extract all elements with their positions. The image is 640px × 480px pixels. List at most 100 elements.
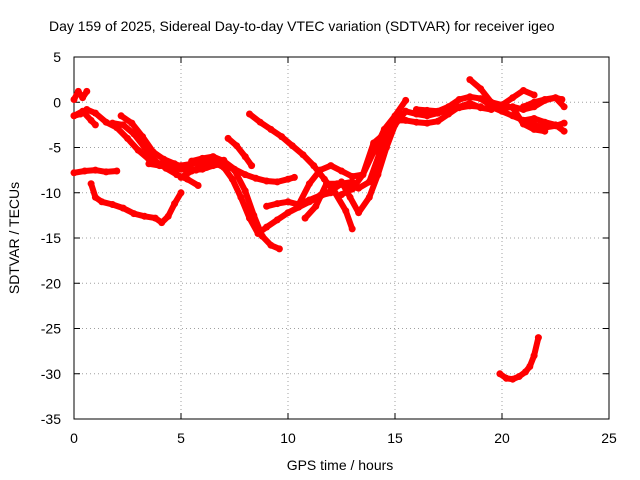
data-point	[237, 193, 245, 201]
data-point	[134, 146, 142, 154]
data-point	[445, 103, 452, 111]
data-point	[263, 177, 271, 185]
data-point	[530, 98, 538, 106]
data-point	[109, 119, 116, 127]
data-point	[487, 103, 495, 111]
data-point	[423, 106, 431, 114]
y-tick-label: -25	[41, 321, 61, 337]
data-point	[316, 166, 324, 174]
chart-title: Day 159 of 2025, Sidereal Day-to-day VTE…	[49, 18, 555, 34]
data-point	[220, 157, 228, 165]
data-point	[299, 151, 307, 159]
data-point	[130, 210, 138, 218]
data-point	[194, 182, 202, 189]
data-point	[295, 201, 303, 208]
data-point	[228, 175, 236, 183]
series-track-22	[519, 94, 568, 111]
data-point	[250, 211, 258, 219]
data-point	[312, 202, 320, 210]
data-point	[338, 178, 345, 186]
data-point	[117, 112, 125, 120]
data-point	[188, 157, 196, 165]
data-point	[198, 162, 206, 170]
data-point	[477, 95, 485, 103]
data-point	[534, 334, 542, 342]
data-point	[91, 109, 99, 117]
data-point	[305, 196, 313, 204]
data-point	[79, 107, 87, 115]
data-point	[284, 198, 292, 206]
data-point	[327, 162, 335, 170]
data-point	[284, 175, 292, 183]
data-point	[301, 214, 309, 222]
data-point	[541, 118, 549, 126]
data-point	[509, 94, 517, 102]
data-point	[70, 169, 78, 177]
x-tick-label: 0	[70, 430, 78, 446]
data-point	[423, 112, 431, 120]
data-point	[188, 167, 196, 175]
data-point	[455, 96, 463, 103]
data-point	[552, 94, 559, 102]
data-point	[177, 173, 185, 181]
data-point	[498, 107, 506, 115]
data-point	[530, 121, 538, 129]
series-track-8	[145, 160, 283, 253]
y-tick-label: 5	[53, 49, 61, 65]
data-point	[365, 178, 373, 186]
data-point	[348, 185, 356, 193]
data-point	[359, 171, 367, 179]
data-point	[246, 110, 253, 118]
data-point	[79, 94, 87, 102]
data-point	[526, 363, 534, 370]
series-track-4	[70, 166, 121, 177]
series-track-3	[70, 107, 99, 129]
data-point	[509, 103, 517, 111]
x-axis-label: GPS time / hours	[287, 457, 394, 473]
y-axis-label: SDTVAR / TECUs	[6, 182, 22, 294]
data-point	[370, 139, 378, 147]
data-point	[158, 219, 166, 227]
data-point	[560, 103, 568, 111]
x-tick-label: 25	[601, 430, 617, 446]
data-point	[477, 85, 485, 93]
data-point	[509, 375, 517, 383]
series-track-5	[87, 180, 185, 227]
data-point	[355, 209, 363, 217]
data-point	[98, 198, 106, 206]
data-point	[310, 162, 318, 170]
data-point	[338, 191, 345, 199]
data-point	[83, 87, 91, 95]
series-track-11	[224, 134, 256, 170]
data-point	[412, 106, 420, 113]
data-point	[466, 93, 474, 101]
series-track-23	[519, 115, 568, 135]
data-point	[171, 200, 179, 208]
axis-ticks: 0 5 10 15 20 25 5 0 -5 -10 -15 -20 -25 -30 -35	[41, 49, 617, 446]
data-point	[273, 200, 281, 208]
data-point	[412, 118, 420, 126]
data-point	[519, 116, 527, 124]
data-point	[119, 121, 127, 129]
data-point	[87, 116, 95, 124]
series-track-1	[70, 87, 91, 103]
data-point	[323, 180, 330, 188]
data-point	[515, 373, 523, 380]
data-point	[81, 167, 89, 175]
data-point	[164, 212, 172, 220]
series-track-24	[496, 334, 542, 383]
data-point	[434, 117, 442, 125]
data-point	[198, 154, 206, 162]
data-point	[434, 107, 442, 115]
data-point	[365, 193, 373, 201]
data-point	[348, 173, 356, 180]
data-point	[263, 202, 271, 210]
data-point	[141, 212, 149, 220]
data-point	[145, 160, 153, 168]
data-point	[284, 209, 292, 217]
series-line	[71, 88, 90, 103]
data-point	[258, 232, 266, 240]
data-point	[231, 165, 238, 173]
data-point	[466, 102, 474, 110]
